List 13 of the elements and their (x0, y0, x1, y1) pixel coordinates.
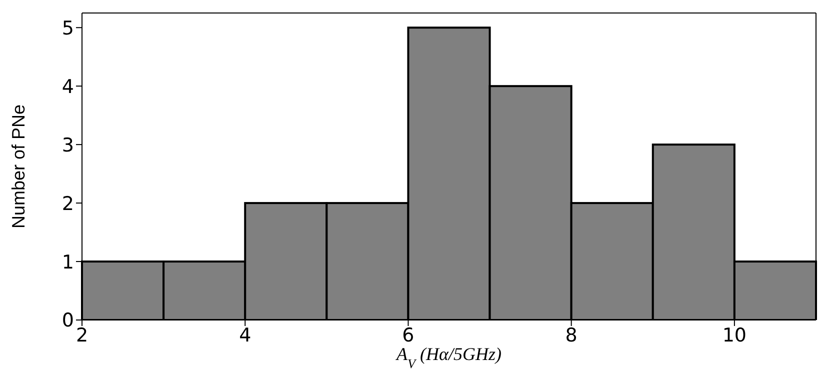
y-tick-label: 5 (62, 17, 74, 40)
y-tick-label: 1 (62, 251, 74, 274)
y-axis-title: Number of PNe (8, 104, 28, 229)
y-tick-label: 0 (62, 310, 74, 332)
x-tick-label: 10 (722, 324, 747, 346)
x-tick-label: 6 (402, 324, 414, 346)
x-tick-label: 8 (565, 324, 578, 346)
y-tick-label: 3 (62, 134, 74, 156)
x-tick-label: 2 (76, 324, 88, 346)
y-tick-label: 2 (62, 192, 74, 215)
x-axis-title: A$_{V}$ (Hα/5GHz) (396, 344, 502, 370)
y-tick-label: 4 (62, 76, 74, 98)
x-tick-label: 4 (239, 324, 252, 346)
